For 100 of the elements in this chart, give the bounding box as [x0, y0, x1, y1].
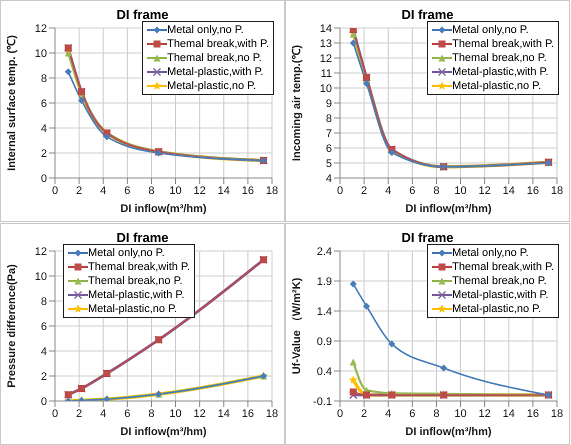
x-tick-label: 6 [124, 184, 130, 197]
x-tick-label: 4 [385, 407, 392, 420]
y-axis-title: Incoming air temp.(℃) [290, 44, 303, 162]
y-tick-label: 0.9 [316, 335, 332, 348]
x-tick-label: 16 [526, 407, 540, 420]
x-tick-label: 14 [502, 407, 515, 420]
y-axis-title: Uf-Value （W/m²K) [290, 276, 303, 374]
legend-label: Themal break,no P. [88, 274, 183, 288]
y-tick-label: 4 [40, 345, 47, 358]
legend-label: Themal break,no P. [452, 274, 547, 288]
y-tick-label: 0 [40, 172, 47, 185]
x-tick-label: 14 [218, 407, 230, 420]
x-tick-label: 0 [52, 407, 58, 420]
y-tick-label: 8 [326, 112, 332, 125]
y-tick-label: 9 [326, 98, 332, 110]
legend-label: Metal only,no P. [452, 246, 529, 260]
y-tick-label: 8 [40, 72, 47, 85]
x-tick-label: 18 [266, 407, 278, 420]
x-tick-label: 2 [76, 184, 82, 197]
legend-label: Themal break,with P. [452, 37, 554, 51]
legend-label: Metal-plastic,no P. [167, 79, 256, 93]
y-tick-label: 13 [320, 38, 332, 50]
x-tick-label: 10 [454, 184, 467, 197]
y-tick-label: -0.1 [313, 395, 332, 408]
y-tick-label: 14 [320, 22, 332, 35]
y-tick-label: 6 [40, 98, 47, 110]
legend-label: Metal only,no P. [452, 23, 529, 37]
chart-title: DI frame [115, 230, 170, 244]
y-tick-label: 6 [326, 142, 332, 155]
legend-label: Metal-plastic,with P. [167, 65, 264, 79]
x-tick-label: 12 [478, 184, 491, 197]
y-tick-label: 8 [40, 295, 47, 308]
legend-label: Metal only,no P. [88, 246, 165, 260]
x-tick-label: 0 [52, 184, 58, 197]
x-tick-label: 2 [361, 184, 368, 197]
x-tick-label: 10 [169, 184, 182, 197]
x-tick-label: 6 [409, 407, 416, 420]
y-tick-label: 12 [320, 52, 332, 65]
chart-title: DI frame [115, 7, 170, 22]
y-axis-title: Internal surface temp. (℃) [6, 34, 18, 171]
x-tick-label: 18 [266, 184, 278, 197]
y-tick-label: 1.9 [316, 275, 332, 288]
y-tick-label: 7 [326, 128, 332, 140]
y-tick-label: 4 [40, 122, 47, 135]
x-tick-label: 12 [478, 407, 491, 420]
x-tick-label: 8 [148, 407, 155, 420]
x-tick-label: 2 [76, 407, 82, 420]
y-tick-label: 12 [34, 245, 47, 258]
y-tick-label: 2 [40, 370, 47, 382]
chart-title: DI frame [400, 230, 455, 244]
x-tick-label: 4 [385, 184, 392, 197]
y-tick-label: 10 [34, 48, 47, 60]
x-tick-label: 14 [218, 184, 230, 197]
chart-title: DI frame [400, 7, 455, 22]
y-tick-label: 11 [320, 68, 332, 80]
y-tick-label: 12 [34, 22, 47, 35]
x-axis-title: DI inflow(m³/hm) [120, 426, 207, 438]
legend-label: Metal-plastic,with P. [452, 65, 548, 79]
y-tick-label: 0 [40, 395, 47, 408]
x-tick-label: 18 [550, 407, 564, 420]
legend-label: Themal break,with P. [167, 37, 269, 51]
x-tick-label: 18 [550, 184, 564, 197]
x-tick-label: 16 [242, 184, 254, 197]
x-tick-label: 10 [169, 407, 182, 420]
legend-label: Themal break,with P. [88, 260, 190, 274]
legend-label: Metal-plastic,no P. [88, 302, 178, 316]
legend-label: Metal-plastic,with P. [452, 288, 548, 302]
x-tick-label: 4 [100, 184, 106, 197]
y-tick-label: 1.4 [316, 305, 332, 318]
y-tick-label: 2 [40, 148, 47, 160]
legend-label: Metal-plastic,with P. [88, 288, 184, 302]
x-tick-label: 4 [100, 407, 106, 420]
x-tick-label: 6 [409, 184, 416, 197]
legend-label: Metal-plastic,no P. [452, 79, 542, 93]
legend-label: Themal break,with P. [452, 260, 554, 274]
y-tick-label: 2.4 [316, 245, 332, 258]
y-tick-label: 4 [326, 172, 332, 185]
x-tick-label: 12 [194, 184, 206, 197]
y-axis-title: Pressure difference(Pa) [6, 263, 18, 388]
y-tick-label: 10 [34, 270, 47, 282]
legend-label: Themal break,no P. [167, 51, 262, 65]
x-tick-label: 2 [361, 407, 368, 420]
y-tick-label: 0.4 [316, 365, 332, 378]
y-tick-label: 10 [320, 82, 332, 95]
x-axis-title: DI inflow(m³/hm) [405, 203, 492, 215]
x-tick-label: 10 [454, 407, 467, 420]
x-tick-label: 12 [194, 407, 206, 420]
x-tick-label: 8 [148, 184, 155, 197]
x-tick-label: 6 [124, 407, 130, 420]
x-tick-label: 0 [336, 407, 344, 420]
x-tick-label: 0 [336, 184, 344, 197]
x-tick-label: 14 [502, 184, 515, 197]
x-tick-label: 16 [242, 407, 254, 420]
x-axis-title: DI inflow(m³/hm) [405, 426, 492, 438]
legend-label: Metal only,no P. [167, 23, 244, 37]
x-tick-label: 8 [433, 184, 440, 197]
x-tick-label: 8 [433, 407, 440, 420]
legend-label: Metal-plastic,no P. [452, 302, 542, 316]
x-axis-title: DI inflow(m³/hm) [120, 203, 207, 215]
y-tick-label: 6 [40, 320, 47, 332]
